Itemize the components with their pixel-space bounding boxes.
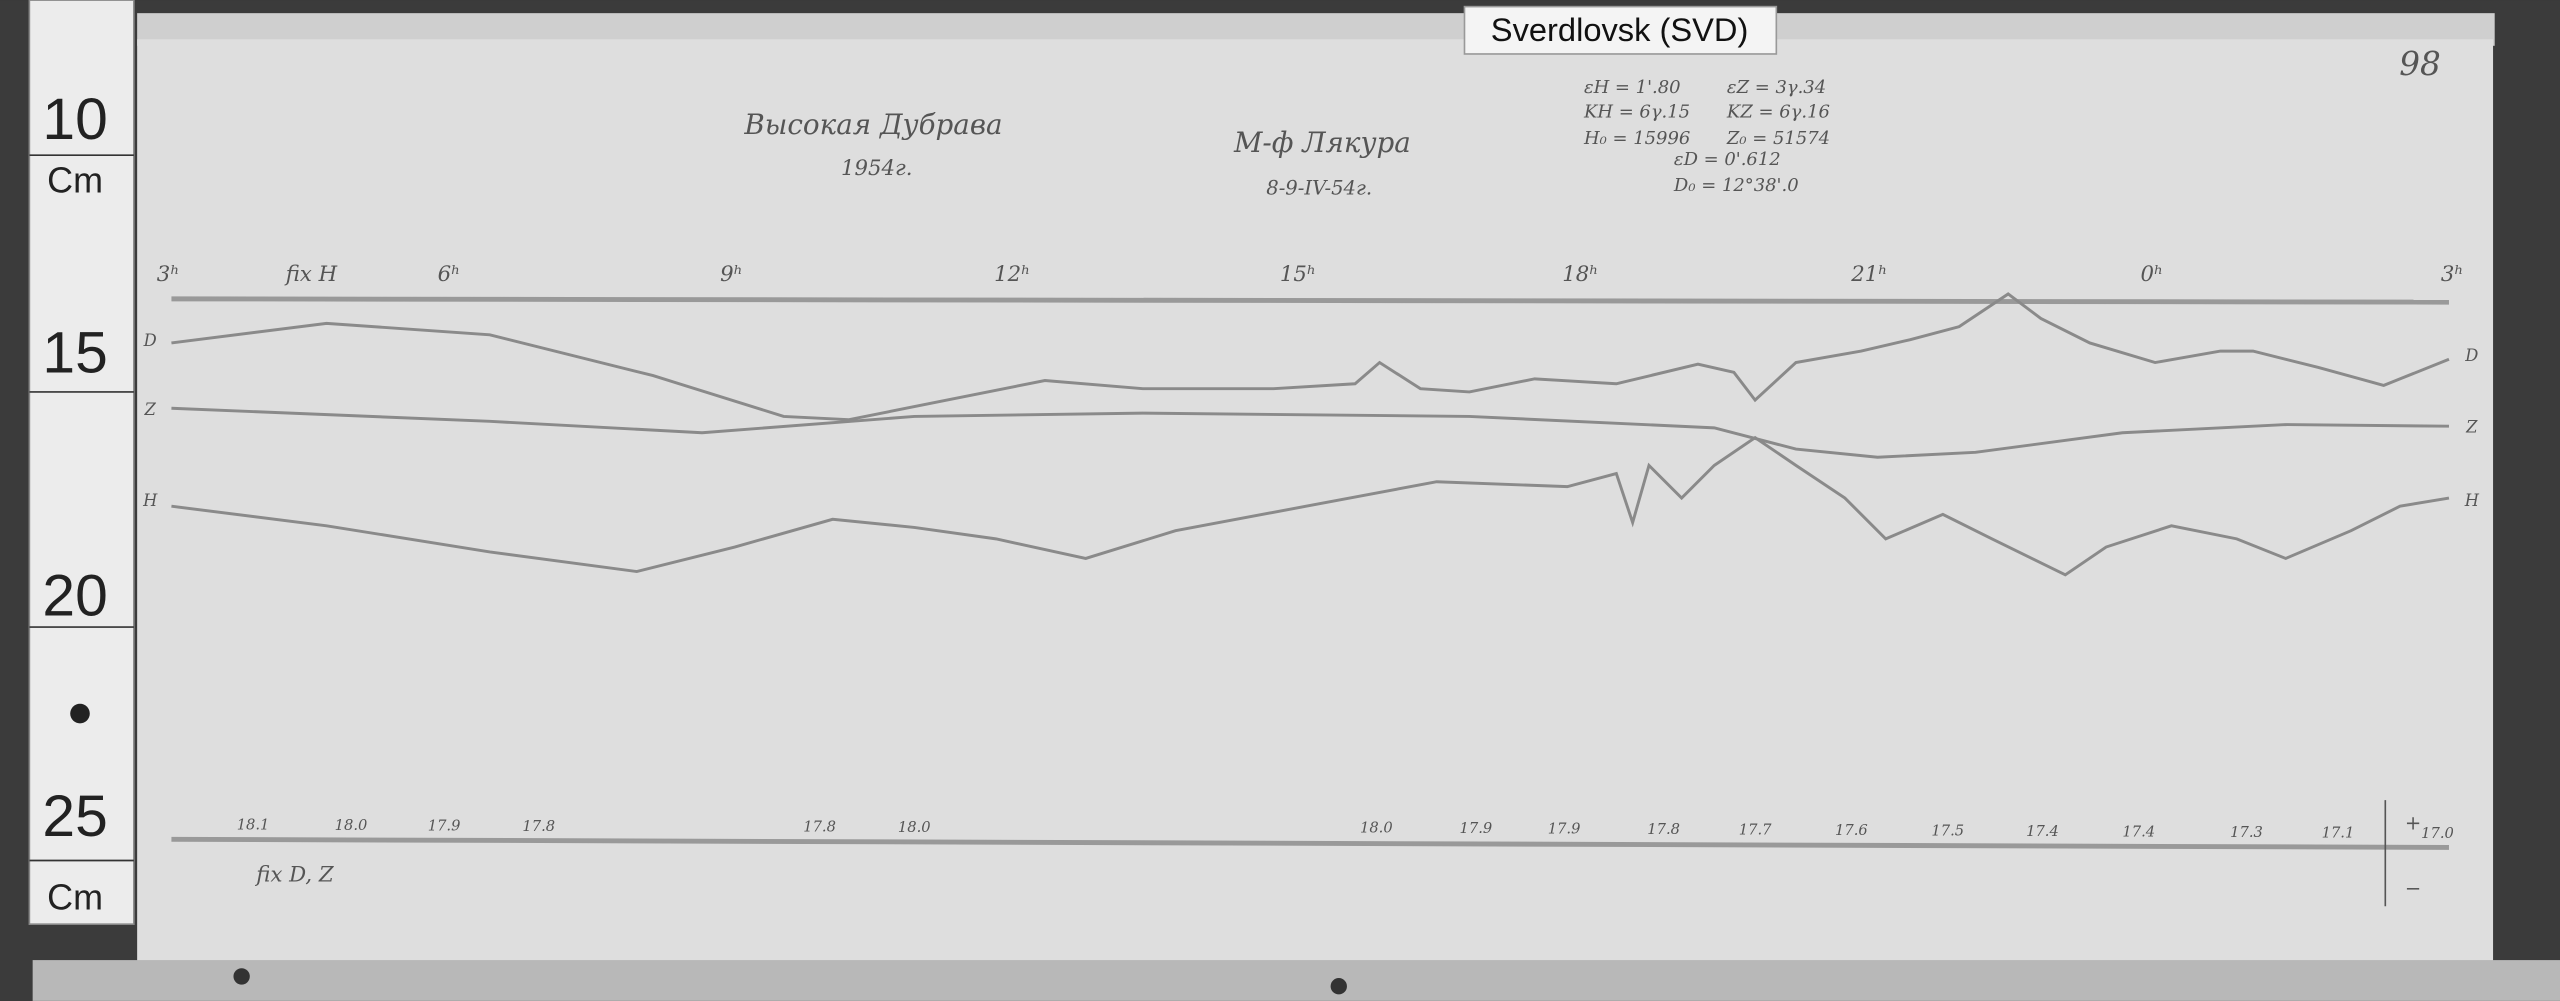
hour-label: 12ʰ [994, 262, 1030, 287]
hour-label: 9ʰ [720, 262, 743, 287]
temperature-label: 17.3 [2230, 824, 2263, 841]
ruler-label: Cm [47, 160, 103, 201]
baseline-top [171, 296, 2449, 305]
temperature-label: 18.0 [335, 817, 368, 834]
ruler-label: 10 [42, 87, 107, 152]
trace-label: Z [2465, 418, 2478, 437]
temperature-label: 18.0 [1360, 819, 1393, 836]
ruler-label: 15 [42, 320, 107, 385]
temperature-label: 17.9 [428, 817, 461, 834]
hour-label: 21ʰ [1850, 262, 1887, 287]
constant: KZ = 6γ.16 [1726, 102, 1830, 123]
hour-label: 6ʰ [438, 262, 461, 287]
temperature-label: 17.8 [522, 818, 555, 835]
frame-bottom [32, 960, 2560, 1001]
trace-label: D [2464, 346, 2478, 365]
trace-label: H [142, 491, 158, 510]
temperature-label: 17.5 [1931, 822, 1964, 839]
screw [233, 968, 250, 985]
temperature-label: 17.9 [1548, 820, 1581, 837]
temperature-label: 17.8 [803, 818, 836, 835]
temperature-label: 17.4 [2122, 823, 2155, 840]
station: Высокая Дубрава [743, 108, 1002, 141]
constant: H₀ = 15996 [1583, 128, 1690, 149]
temperature-label: 17.8 [1647, 821, 1680, 838]
constant: εD = 0'.612 [1674, 149, 1781, 170]
temperature-label: 17.9 [1460, 820, 1493, 837]
hour-label: 3ʰ [157, 262, 180, 287]
instrument: М-ф Лякура [1233, 126, 1411, 159]
trace-z [171, 406, 2449, 459]
trace-label: D [143, 331, 157, 350]
scale-plus: + [2405, 811, 2421, 834]
trace-label: H [2464, 491, 2480, 510]
year: 1954г. [841, 156, 912, 181]
ruler [28, 0, 135, 925]
temperature-label: 17.7 [1739, 821, 1772, 838]
baseline-bottom [171, 836, 2449, 850]
station-label: Sverdlovsk (SVD) [1491, 11, 1749, 48]
label-box [1463, 5, 1778, 55]
fix-dz: fix D, Z [254, 863, 335, 888]
temperature-label: 18.0 [898, 819, 931, 836]
hour-label: 0ʰ [2140, 262, 2163, 287]
fix-h: fix H [284, 262, 338, 287]
ruler-label: 25 [42, 784, 107, 849]
constant: D₀ = 12°38'.0 [1673, 175, 1799, 196]
trace-d [171, 292, 2450, 422]
trace-h [171, 435, 2450, 577]
hour-label: 18ʰ [1562, 262, 1598, 287]
temperature-label: 18.1 [237, 816, 270, 833]
hour-label: 15ʰ [1280, 262, 1316, 287]
page-number: 98 [2399, 45, 2441, 83]
trace-label: Z [144, 400, 157, 419]
constant: εH = 1'.80 [1584, 77, 1681, 98]
constant: εZ = 3γ.34 [1727, 77, 1826, 98]
temperature-label: 17.0 [2421, 825, 2454, 842]
ruler-label: 20 [42, 564, 107, 629]
date: 8-9-IV-54г. [1266, 176, 1372, 199]
scale-minus: − [2405, 877, 2421, 900]
hour-label: 3ʰ [2441, 262, 2464, 287]
constant: KH = 6γ.15 [1583, 102, 1690, 123]
screw [1330, 978, 1347, 995]
temperature-label: 17.6 [1835, 822, 1868, 839]
paper [137, 39, 2494, 964]
temperature-label: 17.1 [2322, 824, 2355, 841]
constant: Z₀ = 51574 [1726, 128, 1830, 149]
ruler-label: Cm [47, 876, 103, 917]
temperature-label: 17.4 [2026, 823, 2059, 840]
ruler-hole [70, 703, 90, 724]
